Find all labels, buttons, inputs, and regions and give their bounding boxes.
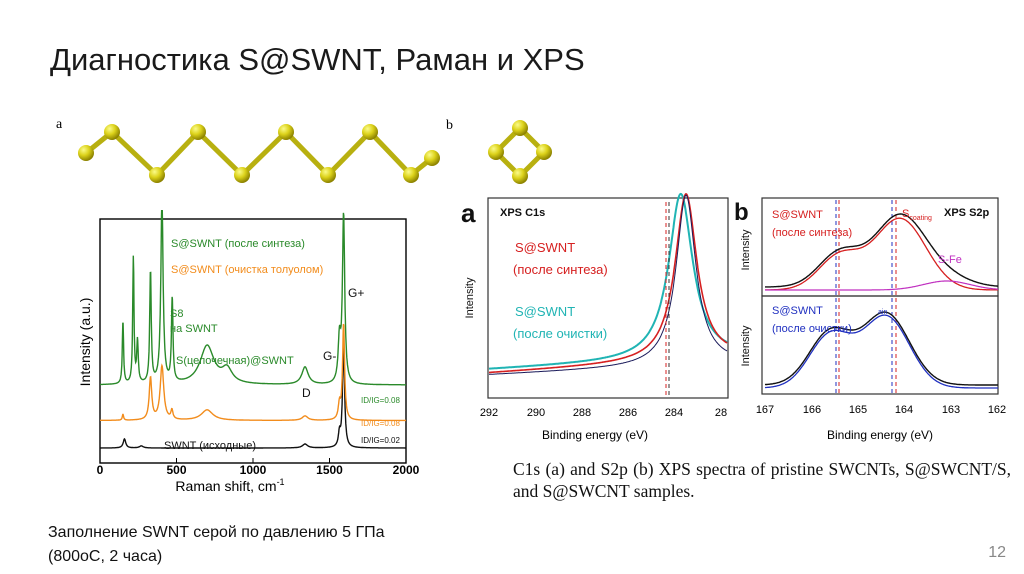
- raman-series-synthesis: [100, 210, 406, 386]
- xps-c1s-xtick: 288: [573, 407, 591, 419]
- page-number: 12: [988, 544, 1006, 561]
- raman-annot-d: D: [302, 386, 311, 400]
- xps-c1s-title: XPS C1s: [500, 207, 545, 219]
- raman-legend-synthesis: S@SWNT (после синтеза): [171, 238, 305, 250]
- xps-s2p-sfe-label: S-Fe: [938, 254, 962, 266]
- xps-c1s-xlabel: Binding energy (eV): [542, 428, 648, 442]
- xps-s2p-title: XPS S2p: [944, 207, 990, 219]
- raman-annot-g-plus: G+: [348, 286, 364, 300]
- raman-annot-g-minus: G-: [323, 349, 336, 363]
- xps-c1s-series-synthesis: [489, 193, 728, 374]
- raman-annot-s8: S8: [170, 308, 183, 320]
- xps-s2p-chart: b XPS S2p Intensity Intensity S@SWNT (по…: [734, 197, 1006, 442]
- xps-a-panel-letter: a: [461, 198, 476, 228]
- xps-s2p-xtick: 162: [988, 404, 1006, 416]
- xps-c1s-xtick: 284: [665, 407, 683, 419]
- raman-annot-on-swnt: на SWNT: [170, 323, 218, 335]
- xps-b-panel-letter: b: [734, 199, 749, 226]
- synthesis-note: Заполнение SWNT серой по давлению 5 ГПа …: [48, 521, 385, 569]
- xps-s2p-xtick: 166: [803, 404, 821, 416]
- xps-c1s-legend-purified-l2: (после очистки): [513, 326, 607, 341]
- raman-series-swnt: [100, 343, 406, 449]
- xps-s2p-xtick: 163: [942, 404, 960, 416]
- raman-xtick-label: 0: [97, 463, 104, 477]
- raman-legend-toluene: S@SWNT (очистка толуолом): [171, 264, 323, 276]
- raman-legend-swnt: SWNT (исходные): [164, 440, 256, 452]
- xps-c1s-xtick: 286: [619, 407, 637, 419]
- synthesis-note-line1: Заполнение SWNT серой по давлению 5 ГПа: [48, 524, 385, 541]
- xps-s2p-bottom-exp: [764, 311, 998, 386]
- xps-s2p-scoating-label: Scoating: [902, 208, 932, 222]
- figure-caption: C1s (a) and S2p (b) XPS spectra of prist…: [513, 459, 1011, 501]
- raman-xtick-label: 1000: [240, 463, 267, 477]
- xps-s2p-xtick: 164: [895, 404, 913, 416]
- panel-a-label: a: [56, 117, 63, 132]
- raman-chart: 0 500 1000 1500 2000 Raman shift, cm-1 I…: [77, 210, 420, 494]
- xps-s2p-bottom-legend-l1: S@SWNT: [772, 305, 823, 317]
- xps-s2p-bottom-legend-l2: (после очистки): [772, 323, 852, 335]
- xps-s2p-xtick: 167: [756, 404, 774, 416]
- xps-s2p-top-legend-l1: S@SWNT: [772, 209, 823, 221]
- chain-bonds: [84, 128, 434, 179]
- raman-x-ticks: [99, 458, 407, 463]
- sulfur-chain-illustration: [78, 124, 440, 183]
- sulfur-ring-illustration: [488, 120, 552, 184]
- xps-s2p-chain-label: ain: [878, 309, 887, 316]
- xps-c1s-ylabel: Intensity: [464, 277, 476, 318]
- raman-xlabel: Raman shift, cm-1: [175, 477, 284, 494]
- xps-c1s-xtick: 28: [715, 407, 727, 419]
- raman-xtick-label: 500: [166, 463, 186, 477]
- synthesis-note-line2: (800оС, 2 часа): [48, 548, 163, 565]
- xps-s2p-xtick: 165: [849, 404, 867, 416]
- xps-s2p-bottom-frame: [761, 295, 999, 395]
- xps-c1s-xtick: 290: [527, 407, 545, 419]
- raman-xtick-label: 1500: [316, 463, 343, 477]
- sulfur-atoms: [78, 124, 440, 183]
- xps-s2p-top-exp: [765, 213, 999, 288]
- raman-ylabel: Intensity (a.u.): [77, 298, 93, 387]
- xps-s2p-bottom-fit: [764, 314, 998, 389]
- xps-c1s-series-pristine: [488, 194, 728, 375]
- xps-s2p-top-fit: [765, 217, 999, 291]
- raman-ratio-synthesis: ID/IG=0.08: [361, 396, 400, 405]
- page-title: Диагностика S@SWNT, Раман и XPS: [50, 42, 585, 77]
- panel-b-label: b: [446, 118, 453, 133]
- raman-ratio-swnt: ID/IG=0.02: [361, 436, 400, 445]
- xps-s2p-xlabel: Binding energy (eV): [827, 428, 933, 442]
- xps-c1s-frame: [487, 197, 729, 399]
- xps-s2p-top-sfe: [765, 280, 999, 291]
- xps-s2p-top-legend-l2: (после синтеза): [772, 227, 852, 239]
- xps-s2p-ylabel-top: Intensity: [740, 229, 752, 270]
- xps-c1s-series-purified: [488, 192, 728, 370]
- xps-c1s-legend-synthesis-l2: (после синтеза): [513, 262, 608, 277]
- raman-series-toluene: [100, 323, 406, 422]
- xps-c1s-legend-synthesis-l1: S@SWNT: [515, 240, 575, 255]
- raman-ratio-toluene: ID/IG=0.08: [361, 419, 400, 428]
- xps-c1s-xtick: 292: [480, 407, 498, 419]
- xps-s2p-ylabel-bottom: Intensity: [740, 325, 752, 366]
- xps-c1s-chart: a XPS C1s Intensity S@SWNT (после синтез…: [461, 192, 729, 442]
- raman-annot-chain: S(цепочечная)@SWNT: [176, 355, 294, 367]
- raman-xtick-label: 2000: [393, 463, 420, 477]
- xps-c1s-legend-purified-l1: S@SWNT: [515, 304, 575, 319]
